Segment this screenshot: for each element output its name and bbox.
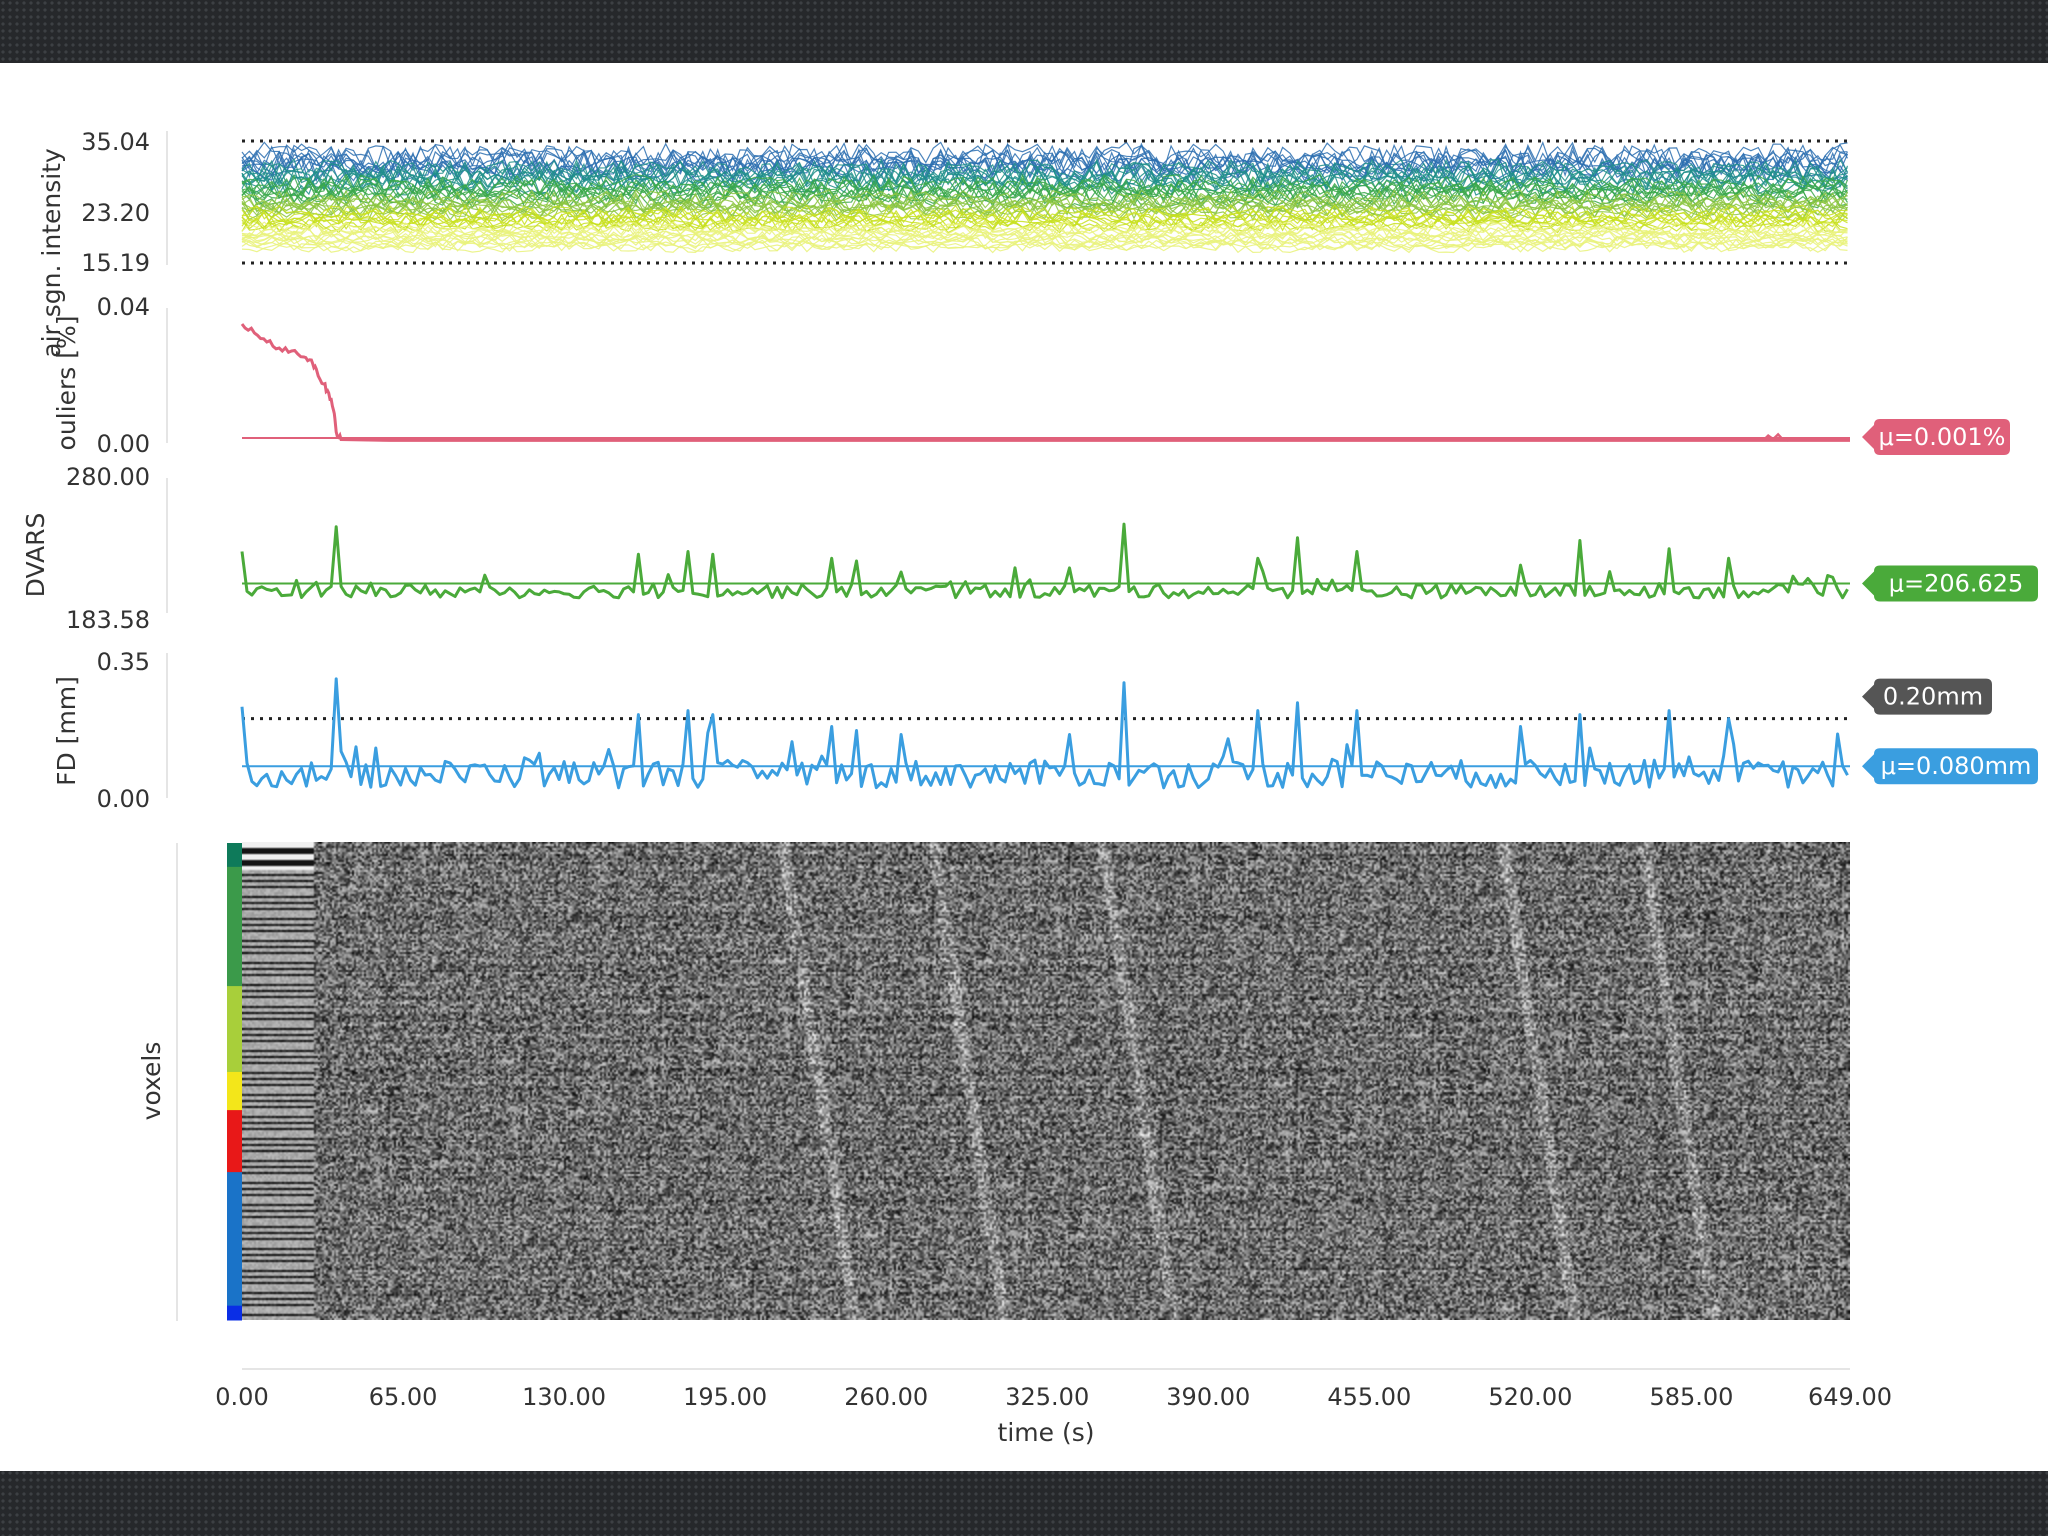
air-trace [241, 150, 1849, 181]
time-xtick-label: 390.00 [1166, 1383, 1250, 1411]
air-intensity-traces [241, 141, 1849, 254]
air-trace [241, 240, 1848, 252]
dvars-ylabel: DVARS [21, 513, 50, 598]
fd-ytick-top: 0.35 [97, 648, 150, 676]
air-trace [241, 171, 1848, 197]
fd-series-line [240, 677, 1849, 790]
air-trace [241, 176, 1849, 201]
outliers-series-line [240, 323, 1850, 442]
air-ytick-top: 35.04 [81, 128, 150, 156]
voxel-segment-band [227, 1110, 242, 1173]
air-trace [241, 193, 1848, 215]
carpet-heatmap [242, 842, 1850, 1320]
air-trace [241, 214, 1848, 232]
air-trace [241, 150, 1848, 179]
air-ytick-mid: 23.20 [81, 199, 150, 227]
voxel-segment-band [227, 1172, 242, 1307]
time-xtick-label: 325.00 [1005, 1383, 1089, 1411]
outliers-ylabel: ouliers [%] [52, 316, 81, 451]
fd-panel: 0.35 0.00 FD [mm] 0.20mm μ=0.080mm [52, 648, 2038, 813]
carpet-panel: voxels 0.00 65.00 130.00 195.00 260.00 325.00… [137, 842, 1892, 1447]
voxel-segment-band [227, 1305, 242, 1321]
time-xtick-label: 65.00 [369, 1383, 438, 1411]
voxel-segment-band [227, 866, 242, 987]
time-xtick-label: 520.00 [1488, 1383, 1572, 1411]
outliers-ytick-top: 0.04 [97, 293, 150, 321]
fd-ylabel: FD [mm] [52, 676, 81, 786]
time-xtick-label: 260.00 [844, 1383, 928, 1411]
air-intensity-panel: 35.04 23.20 15.19 air sgn. intensity [37, 128, 1850, 358]
time-xtick-label: 0.00 [215, 1383, 268, 1411]
air-trace [241, 217, 1848, 234]
air-trace [241, 229, 1848, 244]
voxel-segment-band [227, 1071, 242, 1111]
air-trace [241, 146, 1849, 176]
outliers-panel: 0.04 0.00 ouliers [%] μ=0.001% [52, 293, 2010, 458]
time-x-ticks: 0.00 65.00 130.00 195.00 260.00 325.00 390.00 4… [215, 1383, 1892, 1411]
outliers-ytick-bottom: 0.00 [97, 430, 150, 458]
dvars-mean-badge-bg [1862, 565, 2038, 602]
time-xtick-label: 649.00 [1808, 1383, 1892, 1411]
carpet-ylabel: voxels [137, 1042, 166, 1121]
air-trace [241, 209, 1848, 227]
air-trace [241, 169, 1848, 196]
fd-mean-badge-bg [1862, 748, 2038, 785]
outliers-mean-badge: μ=0.001% [1862, 419, 2010, 455]
time-xtick-label: 455.00 [1327, 1383, 1411, 1411]
dvars-mean-badge: μ=206.625 [1862, 565, 2038, 602]
dvars-panel: 280.00 183.58 DVARS μ=206.625 [21, 463, 2038, 634]
air-trace [241, 211, 1848, 229]
fd-threshold-badge-bg [1862, 678, 1992, 715]
air-trace [241, 192, 1848, 214]
voxel-segment-colorbar [227, 843, 242, 1321]
air-trace [241, 234, 1848, 248]
fd-mean-label: μ=0.080mm [1881, 752, 2032, 780]
dvars-series-line [240, 522, 1849, 600]
fd-threshold-label: 0.20mm [1883, 683, 1983, 711]
time-xlabel: time (s) [998, 1418, 1095, 1447]
fd-ytick-bottom: 0.00 [97, 785, 150, 813]
outliers-mean-label: μ=0.001% [1879, 423, 2006, 451]
air-trace [241, 241, 1848, 254]
voxel-segment-band [227, 843, 242, 868]
time-xtick-label: 130.00 [522, 1383, 606, 1411]
air-trace [241, 216, 1848, 233]
report-svg: 35.04 23.20 15.19 air sgn. intensity 0.0… [21, 128, 2038, 1447]
fd-mean-badge: μ=0.080mm [1862, 748, 2038, 785]
air-trace [241, 199, 1848, 220]
air-trace [241, 153, 1848, 182]
outliers-mean-badge-bg [1862, 419, 2010, 455]
carpet-heatmap-wrap [242, 842, 1850, 1320]
time-xtick-label: 585.00 [1649, 1383, 1733, 1411]
air-ytick-bottom: 15.19 [81, 249, 150, 277]
air-ylabel: air sgn. intensity [37, 148, 66, 358]
outliers-late-bump [1762, 432, 1789, 442]
fd-threshold-badge: 0.20mm [1862, 678, 1992, 715]
dvars-mean-label: μ=206.625 [1889, 569, 2024, 597]
voxel-segment-band [227, 986, 242, 1073]
time-xtick-label: 195.00 [683, 1383, 767, 1411]
fmriprep-report-figure: 35.04 23.20 15.19 air sgn. intensity 0.0… [0, 63, 2048, 1471]
dvars-ytick-bottom: 183.58 [66, 606, 150, 634]
dvars-ytick-top: 280.00 [66, 463, 150, 491]
air-trace [241, 163, 1849, 191]
